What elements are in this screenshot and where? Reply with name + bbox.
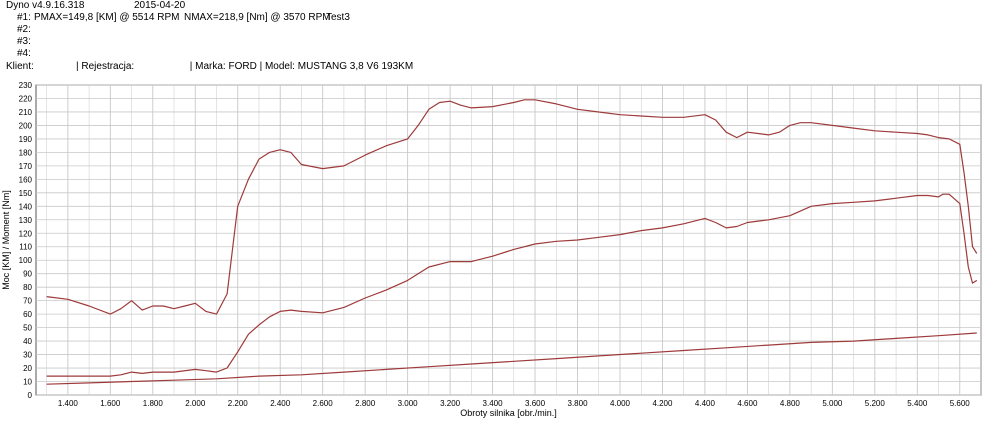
x-tick-label: 4.600 xyxy=(737,399,758,408)
y-tick-label: 70 xyxy=(23,297,32,306)
x-tick-label: 3.200 xyxy=(440,399,461,408)
x-tick-label: 2.000 xyxy=(185,399,206,408)
x-tick-label: 1.400 xyxy=(58,399,79,408)
y-tick-label: 80 xyxy=(23,283,32,292)
x-tick-label: 2.400 xyxy=(270,399,291,408)
x-tick-label: 1.800 xyxy=(143,399,164,408)
y-tick-label: 140 xyxy=(19,202,33,211)
grid xyxy=(35,84,982,396)
run1-torque: NMAX=218,9 [Nm] @ 3570 RPM xyxy=(184,12,331,23)
run4-label: #4: xyxy=(17,48,31,59)
y-tick-label: 160 xyxy=(19,175,33,184)
x-tick-label: 4.800 xyxy=(780,399,801,408)
x-tick-label: 4.000 xyxy=(610,399,631,408)
y-tick-label: 10 xyxy=(23,378,32,387)
run1-name: Test3 xyxy=(326,12,350,23)
x-tick-label: 5.400 xyxy=(907,399,928,408)
x-tick-label: 4.400 xyxy=(695,399,716,408)
y-tick-label: 230 xyxy=(19,81,33,90)
y-tick-label: 120 xyxy=(19,229,33,238)
y-tick-label: 200 xyxy=(19,121,33,130)
run2-label: #2: xyxy=(17,24,31,35)
x-tick-label: 1.600 xyxy=(100,399,121,408)
run1-label: #1: xyxy=(17,12,31,23)
y-tick-label: 110 xyxy=(19,243,32,252)
x-tick-label: 3.800 xyxy=(568,399,589,408)
y-tick-label: 60 xyxy=(23,310,32,319)
app-version: Dyno v4.9.16.318 xyxy=(6,0,85,11)
y-tick-label: 190 xyxy=(19,135,33,144)
run1-power: PMAX=149,8 [KM] @ 5514 RPM xyxy=(34,12,180,23)
x-tick-label: 5.200 xyxy=(865,399,886,408)
run3-label: #3: xyxy=(17,36,31,47)
vehicle-info: | Rejestracja: | Marka: FORD | Model: MU… xyxy=(76,61,414,72)
x-tick-label: 3.400 xyxy=(483,399,504,408)
y-tick-label: 40 xyxy=(23,337,32,346)
plot-area xyxy=(35,84,982,396)
test-date: 2015-04-20 xyxy=(134,0,186,11)
y-tick-label: 210 xyxy=(19,108,33,117)
y-tick-label: 100 xyxy=(19,256,33,265)
x-axis-label: Obroty silnika [obr./min.] xyxy=(460,408,557,418)
curves xyxy=(46,99,978,385)
y-tick-label: 170 xyxy=(19,162,33,171)
y-tick-label: 30 xyxy=(23,351,32,360)
x-tick-label: 2.200 xyxy=(228,399,249,408)
series-line-3 xyxy=(46,332,977,385)
y-tick-label: 90 xyxy=(23,270,32,279)
x-tick-label: 4.200 xyxy=(652,399,673,408)
y-tick-label: 150 xyxy=(19,189,33,198)
series-line-2 xyxy=(46,193,978,377)
y-tick-label: 20 xyxy=(23,364,32,373)
y-tick-label: 130 xyxy=(19,216,33,225)
y-tick-label: 220 xyxy=(19,94,33,103)
x-tick-label: 2.600 xyxy=(313,399,334,408)
x-tick-label: 5.000 xyxy=(822,399,843,408)
x-tick-label: 5.600 xyxy=(950,399,971,408)
y-tick-label: 0 xyxy=(28,391,33,400)
y-tick-label: 180 xyxy=(19,148,33,157)
y-tick-label: 50 xyxy=(23,324,32,333)
series-line-1 xyxy=(46,99,978,315)
x-tick-label: 3.600 xyxy=(525,399,546,408)
client-label: Klient: xyxy=(6,61,34,72)
tick-labels: 0 10 20 30 40 50 60 70 80 90 100 110 120 130 140 150 160… xyxy=(19,81,971,408)
x-tick-label: 3.000 xyxy=(398,399,419,408)
y-axis-label: Moc [KM] / Moment [Nm] xyxy=(1,190,11,290)
x-tick-label: 2.800 xyxy=(355,399,376,408)
